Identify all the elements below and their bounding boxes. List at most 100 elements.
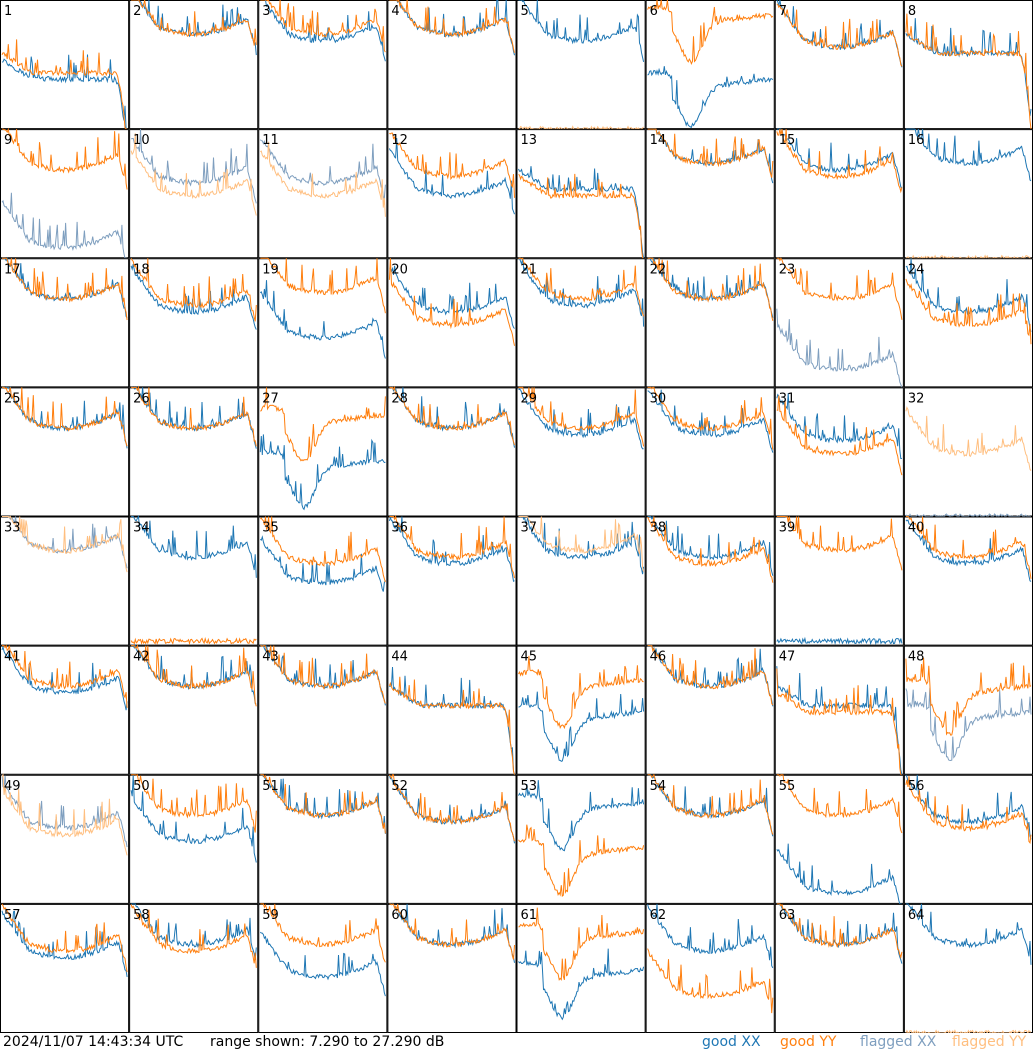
panel-frame [387, 774, 517, 904]
series-good-xx [1, 910, 128, 977]
antenna-panel-20: 20 [387, 258, 517, 388]
antenna-panel-34: 34 [129, 514, 259, 646]
antenna-panel-62: 62 [645, 903, 775, 1033]
antenna-panel-40: 40 [903, 516, 1033, 646]
antenna-panel-43: 43 [258, 645, 388, 775]
panel-label: 36 [391, 521, 408, 536]
panel-label: 11 [262, 133, 279, 148]
panel-frame [387, 387, 517, 517]
panel-label: 59 [262, 908, 279, 923]
panel-frame [258, 903, 388, 1033]
series-good-xx [647, 389, 774, 453]
series-good-xx [776, 666, 903, 775]
antenna-panel-24: 24 [903, 258, 1033, 388]
antenna-panel-57: 57 [0, 903, 130, 1033]
panel-frame [516, 903, 646, 1033]
antenna-panel-6: 6 [645, 0, 775, 130]
series-good-yy [260, 257, 386, 314]
series-good-xx [647, 903, 774, 969]
series-good-xx [776, 843, 902, 905]
series-flagged-yy [905, 406, 1032, 471]
panel-frame [258, 0, 388, 130]
series-good-xx [130, 264, 257, 330]
series-good-yy [260, 516, 386, 583]
series-good-xx [388, 515, 515, 582]
antenna-panel-15: 15 [774, 128, 904, 259]
panel-label: 45 [521, 650, 538, 665]
series-flagged-yy [260, 141, 386, 217]
series-good-yy [130, 904, 257, 968]
panel-label: 21 [521, 262, 538, 277]
series-good-yy [388, 258, 515, 346]
timestamp: 2024/11/07 14:43:34 UTC [3, 1034, 184, 1050]
panel-label: 62 [650, 908, 667, 923]
antenna-panel-32: 32 [903, 387, 1033, 518]
range-label: range shown: 7.290 to 27.290 dB [210, 1034, 445, 1050]
series-good-yy [905, 278, 1032, 345]
antenna-panel-27: 27 [258, 387, 388, 517]
antenna-panel-13: 13 [516, 129, 646, 259]
panel-frame [516, 129, 646, 259]
panel-label: 60 [391, 908, 408, 923]
antenna-panel-46: 46 [645, 644, 775, 775]
series-good-xx [776, 636, 903, 646]
panel-label: 23 [779, 262, 796, 277]
series-good-xx [259, 434, 386, 511]
series-good-xx [518, 691, 645, 762]
antenna-panel-61: 61 [516, 903, 646, 1033]
antenna-panel-60: 60 [387, 903, 517, 1033]
panel-label: 12 [391, 133, 408, 148]
series-good-xx [131, 514, 257, 578]
series-good-yy [776, 395, 903, 476]
series-good-yy [2, 257, 128, 321]
series-flagged-yy [130, 133, 257, 216]
series-good-yy [518, 257, 645, 317]
antenna-panel-63: 63 [774, 903, 904, 1033]
series-good-yy [260, 774, 386, 834]
series-good-yy [388, 676, 515, 775]
series-flagged-xx [1, 192, 128, 259]
series-good-xx [647, 66, 774, 128]
series-good-xx [905, 903, 1032, 965]
series-good-xx [518, 0, 645, 63]
antenna-panel-3: 3 [258, 0, 388, 130]
panel-frame [129, 129, 259, 259]
series-good-yy [776, 515, 903, 571]
panel-label: 48 [908, 650, 925, 665]
antenna-panel-33: 33 [0, 515, 130, 646]
antenna-panel-2: 2 [129, 0, 259, 130]
panel-label: 54 [650, 779, 667, 794]
antenna-panel-45: 45 [516, 645, 646, 775]
antenna-panel-7: 7 [774, 0, 904, 130]
panel-label: 29 [521, 391, 538, 406]
panel-frame [258, 516, 388, 646]
panel-frame [645, 516, 775, 646]
panel-frame [903, 129, 1033, 259]
panel-label: 17 [4, 262, 21, 277]
series-good-yy [647, 0, 774, 66]
panel-frame [516, 774, 646, 904]
series-good-yy [905, 13, 1032, 130]
panel-label: 32 [908, 391, 925, 406]
antenna-panel-16: 16 [903, 128, 1033, 260]
series-flagged-xx [131, 129, 257, 204]
antenna-panel-31: 31 [774, 387, 904, 517]
antenna-panel-28: 28 [387, 385, 517, 517]
panel-label: 53 [521, 779, 538, 794]
series-good-yy [647, 128, 774, 178]
footer-bar: 2024/11/07 14:43:34 UTC range shown: 7.2… [0, 1033, 1033, 1053]
series-flagged-xx [905, 687, 1032, 762]
panel-frame [516, 516, 646, 646]
series-good-xx [389, 265, 515, 329]
antenna-panel-29: 29 [516, 386, 646, 517]
series-good-yy [389, 132, 515, 198]
series-good-xx [518, 516, 645, 575]
series-good-yy [647, 773, 774, 835]
panel-frame [903, 903, 1033, 1033]
panel-frame [645, 129, 775, 259]
antenna-panel-39: 39 [774, 515, 904, 646]
antenna-panel-1: 1 [0, 0, 130, 130]
panel-label: 20 [391, 262, 408, 277]
panel-frame [774, 0, 904, 130]
series-good-xx [1, 54, 128, 130]
